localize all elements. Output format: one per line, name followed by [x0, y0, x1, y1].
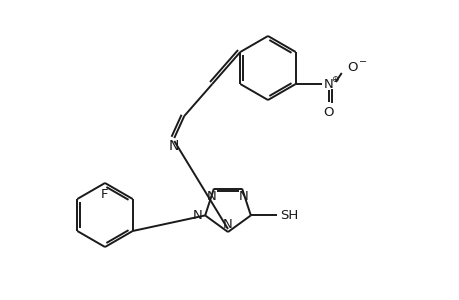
Text: N: N [323, 77, 333, 91]
Text: ⊕: ⊕ [330, 74, 338, 83]
Text: N: N [239, 190, 248, 203]
Text: N: N [223, 218, 232, 232]
Text: −: − [358, 57, 366, 67]
Text: N: N [207, 190, 216, 203]
Text: N: N [192, 209, 202, 222]
Text: N: N [169, 139, 179, 153]
Text: O: O [323, 106, 333, 118]
Text: F: F [101, 188, 108, 202]
Text: SH: SH [279, 209, 297, 222]
Text: O: O [347, 61, 357, 74]
